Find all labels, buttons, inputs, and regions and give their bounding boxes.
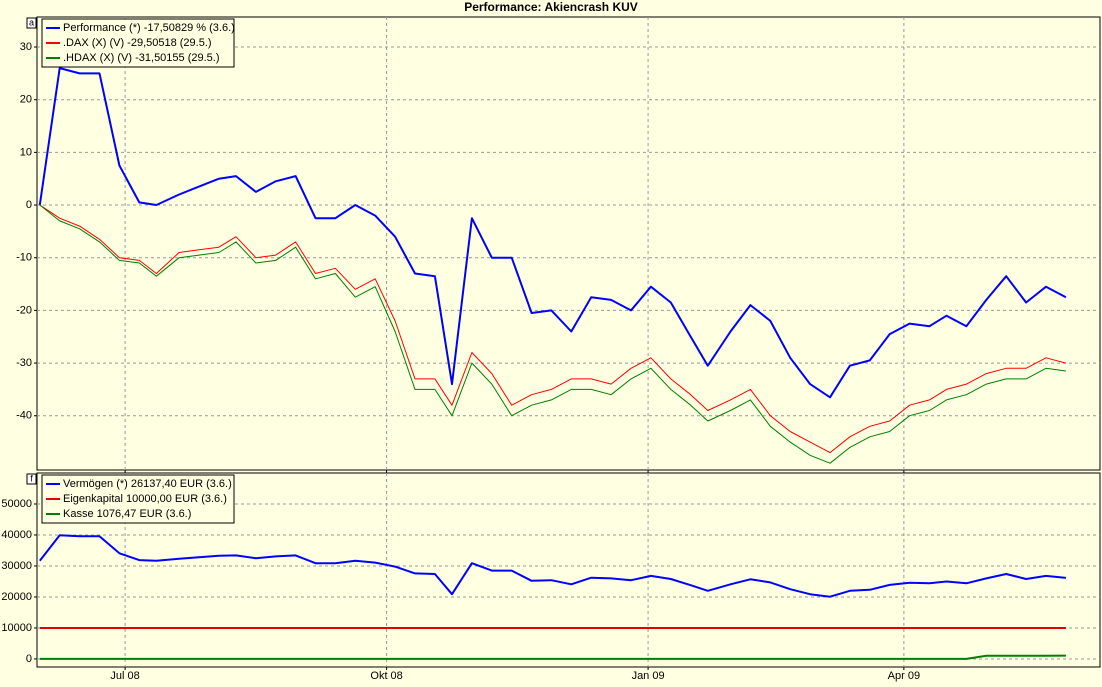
y-tick-label: 20000 (1, 591, 32, 603)
y-tick-label: -30 (16, 357, 32, 369)
legend-label: Kasse 1076,47 EUR (3.6.) (63, 508, 191, 520)
y-tick-label: 30000 (1, 560, 32, 572)
y-tick-label: 20 (20, 94, 32, 106)
x-tick-label: Jan 09 (632, 670, 665, 682)
legend-label: Performance (*) -17,50829 % (3.6.) (63, 22, 235, 34)
series-line (38, 67, 1067, 399)
x-tick-label: Okt 08 (370, 670, 402, 682)
chart-title: Performance: Akiencrash KUV (464, 0, 638, 14)
legend-label: .HDAX (X) (V) -31,50155 (29.5.) (63, 52, 220, 64)
x-tick-label: Jul 08 (110, 670, 139, 682)
panel-label-box (26, 17, 37, 29)
y-tick-label: 50000 (1, 498, 32, 510)
legend-label: .DAX (X) (V) -29,50518 (29.5.) (63, 37, 212, 49)
legend-label: Eigenkapital 10000,00 EUR (3.6.) (63, 493, 227, 505)
panel-label: f (30, 473, 33, 483)
legend-label: Vermögen (*) 26137,40 EUR (3.6.) (63, 478, 232, 490)
y-tick-label: -40 (16, 410, 32, 422)
y-tick-label: 30 (20, 41, 32, 53)
x-tick-label: Apr 09 (888, 670, 920, 682)
y-tick-label: 40000 (1, 529, 32, 541)
panel-label: a (29, 17, 34, 27)
y-tick-label: 10 (20, 146, 32, 158)
y-tick-label: 0 (26, 653, 32, 665)
y-tick-label: 0 (26, 199, 32, 211)
series-line (39, 204, 1067, 454)
y-tick-label: -10 (16, 252, 32, 264)
series-line (39, 534, 1066, 598)
legend-box (41, 18, 235, 68)
panel-label-box (26, 473, 37, 485)
series-line (39, 654, 1066, 660)
legend-box (41, 474, 235, 524)
series-line (39, 204, 1066, 464)
plot-area (36, 16, 1101, 471)
y-tick-label: -20 (16, 304, 32, 316)
y-tick-label: 10000 (1, 622, 32, 634)
